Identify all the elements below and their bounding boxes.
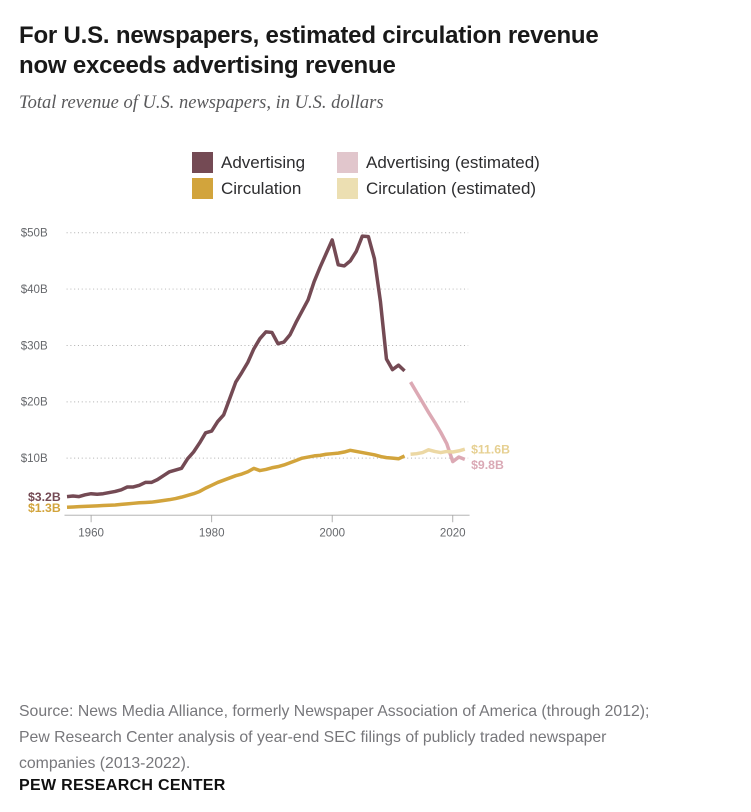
legend-swatch-advertising <box>192 152 213 173</box>
revenue-line-chart: $50B $40B $30B $20B $10B 1960 1980 2000 2020 $3.2… <box>21 228 510 540</box>
legend-item-circulation: Circulation <box>192 178 301 199</box>
title-line-1: For U.S. newspapers, estimated circulati… <box>19 22 599 49</box>
value-label-1.3B: $1.3B <box>28 501 61 515</box>
source-line: Pew Research Center analysis of year-end… <box>19 729 607 746</box>
legend-swatch-circulation <box>192 178 213 199</box>
legend-item-advertising-estimated: Advertising (estimated) <box>337 152 540 173</box>
legend-label: Advertising <box>221 153 306 172</box>
legend-label: Circulation <box>221 179 302 198</box>
source-note: Source: News Media Alliance, formerly Ne… <box>19 699 735 777</box>
legend-swatch-circulation-estimated <box>337 178 358 199</box>
page-title: For U.S. newspapers, estimated circulati… <box>19 21 599 81</box>
y-axis-label-$40B: $40B <box>21 284 48 296</box>
legend-swatch-advertising-estimated <box>337 152 358 173</box>
title-line-2: now exceeds advertising revenue <box>19 52 396 79</box>
x-axis-label-2000: 2000 <box>319 528 345 540</box>
legend-item-circulation-estimated: Circulation (estimated) <box>337 178 536 199</box>
legend-label: Advertising (estimated) <box>366 153 540 172</box>
value-label-11.6B: $11.6B <box>471 442 510 456</box>
x-axis-label-2020: 2020 <box>440 528 466 540</box>
legend-label: Circulation (estimated) <box>366 179 537 198</box>
y-axis-label-$50B: $50B <box>21 228 48 240</box>
source-line: Source: News Media Alliance, formerly Ne… <box>19 703 650 720</box>
value-label-3.2B: $3.2B <box>28 490 61 504</box>
x-axis-label-1960: 1960 <box>78 528 104 540</box>
series-line-circulation-estimated <box>410 447 466 456</box>
pew-research-center-wordmark: PEW RESEARCH CENTER <box>19 777 226 794</box>
legend-item-advertising: Advertising <box>192 152 305 173</box>
series-line-advertising <box>66 234 406 499</box>
x-axis-label-1980: 1980 <box>199 528 225 540</box>
y-axis-label-$10B: $10B <box>21 453 48 465</box>
chart-subtitle: Total revenue of U.S. newspapers, in U.S… <box>19 93 384 113</box>
value-label-9.8B: $9.8B <box>471 458 504 472</box>
y-axis-label-$30B: $30B <box>21 340 48 352</box>
series-line-circulation <box>66 448 406 509</box>
y-axis-label-$20B: $20B <box>21 397 48 409</box>
series-line-advertising-estimated <box>409 381 466 464</box>
source-line: companies (2013-2022). <box>19 755 191 772</box>
